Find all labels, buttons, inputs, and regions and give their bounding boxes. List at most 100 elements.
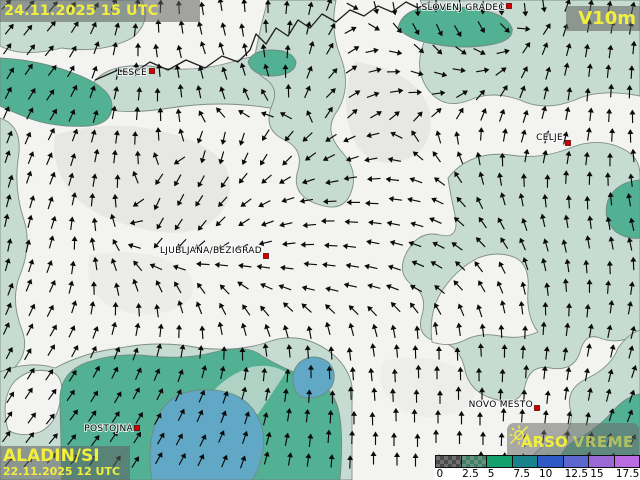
wind-arrow (177, 193, 185, 207)
wind-arrow (496, 48, 510, 55)
wind-arrow (385, 176, 400, 183)
wind-arrow (235, 243, 249, 251)
wind-arrow (218, 430, 225, 443)
wind-arrow (609, 344, 616, 358)
wind-arrow (497, 217, 505, 230)
wind-arrow (366, 239, 380, 246)
wind-arrow (583, 259, 590, 274)
wind-arrow (563, 386, 570, 400)
wind-arrow (27, 214, 34, 228)
wind-arrow (156, 343, 163, 357)
wind-arrow (307, 364, 314, 379)
wind-arrow (112, 301, 119, 316)
wind-arrow (220, 131, 227, 145)
wind-arrow (541, 105, 548, 119)
wind-arrow (25, 278, 33, 292)
wind-arrow (345, 155, 359, 162)
wind-arrow (91, 65, 98, 79)
wind-arrow (179, 344, 186, 358)
wind-arrow (264, 323, 271, 337)
wind-arrow (345, 65, 358, 74)
wind-arrow (520, 345, 527, 359)
wind-arrow (413, 111, 423, 122)
wind-arrow (24, 348, 32, 361)
wind-arrow (584, 303, 591, 318)
wind-arrow (364, 263, 378, 270)
wind-arrow (111, 366, 119, 379)
wind-arrow (28, 303, 36, 317)
wind-arrow (541, 42, 549, 55)
wind-arrow (25, 239, 32, 253)
wind-arrow (195, 301, 203, 315)
wind-arrow (516, 25, 531, 32)
wind-arrow (301, 303, 312, 313)
wind-arrow (432, 241, 445, 249)
wind-arrow (522, 325, 529, 340)
wind-arrow (111, 105, 117, 119)
wind-arrow (90, 390, 99, 403)
wind-arrow (132, 23, 139, 37)
wind-arrow (346, 199, 360, 206)
wind-arrow (344, 26, 357, 34)
wind-arrow (154, 412, 162, 425)
legend-color-cells (435, 455, 640, 468)
wind-arrow (92, 365, 100, 378)
wind-arrow (326, 365, 333, 380)
wind-arrow (542, 238, 549, 252)
wind-arrow (451, 242, 463, 251)
wind-arrow (48, 433, 58, 444)
wind-arrow (260, 283, 273, 290)
wind-arrow (324, 242, 338, 249)
wind-arrow (562, 278, 569, 292)
wind-arrow (283, 0, 290, 15)
wind-arrow (540, 321, 547, 336)
wind-arrow (176, 324, 183, 339)
wind-arrow (305, 453, 312, 467)
wind-arrow (3, 106, 10, 119)
wind-arrow (370, 343, 377, 357)
wind-arrow (50, 215, 57, 229)
wind-arrow (194, 240, 206, 250)
wind-arrow (92, 256, 99, 271)
wind-arrow (4, 411, 13, 423)
wind-arrow (44, 45, 54, 57)
wind-arrow (344, 218, 359, 225)
wind-arrow (474, 261, 484, 273)
wind-arrow (280, 264, 294, 271)
wind-arrow (89, 237, 96, 251)
wind-arrow (325, 179, 339, 186)
wind-arrow (607, 44, 614, 59)
wind-arrow (132, 278, 139, 292)
wind-arrow (175, 433, 183, 446)
wind-arrow (199, 434, 207, 447)
wind-arrow (279, 176, 291, 184)
wind-arrow (114, 22, 121, 36)
wind-arrow (92, 109, 99, 123)
wind-arrow (91, 173, 98, 187)
wind-arrow (435, 23, 443, 37)
wind-arrow (27, 412, 36, 424)
wind-arrow (542, 409, 549, 424)
wind-arrow (409, 284, 423, 293)
city-label: LESCE (117, 68, 147, 78)
wind-arrow (300, 241, 315, 248)
wind-arrow (542, 149, 548, 164)
wind-arrow (325, 429, 332, 444)
city-marker (134, 425, 140, 431)
legend-cell (614, 456, 639, 467)
wind-arrow (197, 175, 205, 188)
wind-arrow (26, 44, 36, 56)
wind-arrow (221, 454, 228, 468)
wind-arrow (365, 200, 379, 207)
wind-arrow (522, 2, 529, 17)
wind-arrow (127, 242, 141, 249)
wind-arrow (48, 388, 57, 400)
wind-arrow (196, 85, 202, 99)
wind-arrow (241, 386, 248, 400)
legend-tick-label: 2.5 (462, 468, 479, 480)
wind-arrow (500, 237, 509, 249)
wind-arrow (175, 108, 182, 123)
wind-arrow (541, 365, 548, 380)
wind-arrow (2, 322, 10, 335)
wind-arrow (197, 220, 207, 231)
